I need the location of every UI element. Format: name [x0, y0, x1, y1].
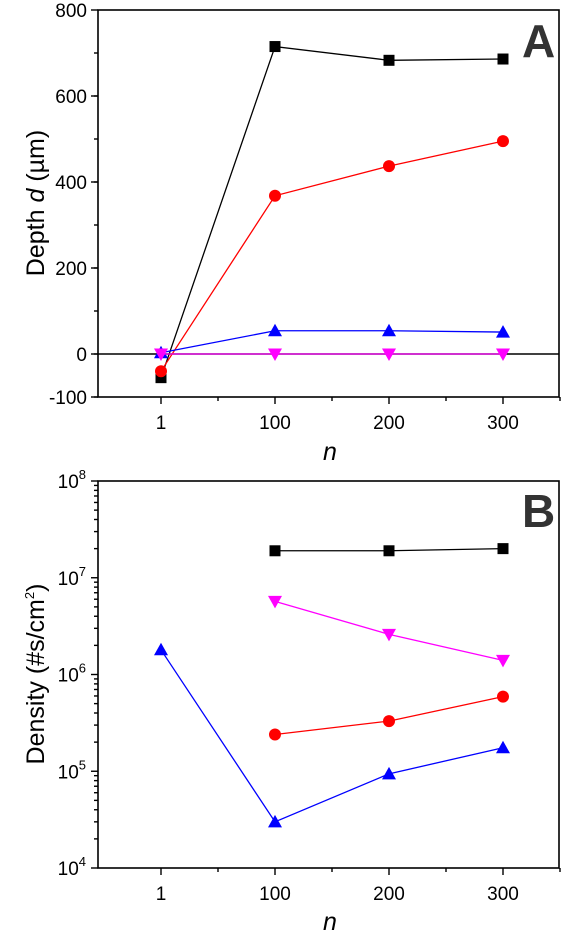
panel-b-frame	[97, 480, 560, 869]
panel-a-series-3-point	[496, 325, 510, 338]
panel-a-series-4-point	[268, 348, 282, 361]
panel-a-frame	[97, 9, 560, 398]
panel-b-y-tick-label: 107	[58, 564, 86, 590]
panel-a-x-tick-label: 300	[487, 413, 519, 434]
panel-a-series-3-point	[382, 323, 396, 337]
panel-b-series-3-point	[269, 728, 281, 741]
panel-b-x-title: n	[323, 908, 337, 934]
panel-a: -100 0 200 400 600 800 1 100 200 300 A n Depth d…	[22, 1, 561, 466]
panel-a-y-tick-label: 600	[55, 87, 87, 108]
panel-a-y-tick-label: 400	[55, 173, 87, 194]
panel-a-series-1-point	[383, 54, 395, 66]
panel-b-y-title-sup: 2	[22, 592, 37, 599]
panel-a-y-tick-label: 200	[55, 259, 87, 280]
panel-b-x-tick-label: 300	[487, 884, 519, 905]
panel-a-series-4-point	[154, 348, 168, 361]
panel-a-series-4-point	[382, 348, 396, 361]
panel-b-y-tick-label: 108	[58, 467, 86, 493]
panel-b-series-2-point	[268, 595, 282, 609]
panel-b-series	[154, 543, 510, 828]
panel-b-series-1-point	[497, 543, 509, 555]
panel-b-series-3-point	[383, 715, 395, 728]
panel-b-y-ticks: 104 105 106 107 108	[58, 467, 98, 880]
panel-a-series-3-line	[160, 330, 504, 354]
panel-a-y-title-part1: Depth	[22, 203, 50, 277]
panel-b-letter: B	[522, 485, 555, 537]
panel-a-series-2-line	[160, 140, 504, 372]
panel-b-y-tick-label: 104	[58, 854, 86, 880]
panel-a-y-title-part3: (µm)	[22, 130, 50, 189]
panel-a-series-2-point	[383, 160, 395, 173]
panel-a-series	[98, 41, 559, 384]
panel-b-series-4-point	[382, 766, 396, 780]
panel-a-series-3-point	[268, 323, 282, 337]
panel-b-x-tick-label: 1	[156, 884, 167, 905]
panel-a-letter: A	[522, 15, 555, 67]
panel-a-y-tick-label: 0	[76, 345, 87, 366]
panel-b-series-4-point	[154, 642, 168, 656]
panel-b-y-title: Density (#s/cm2)	[22, 584, 50, 765]
panel-b-series-4-line	[160, 649, 504, 823]
panel-b-series-2-point	[382, 628, 396, 642]
panel-b-series-4-point	[268, 814, 282, 828]
panel-b-x-ticks: 1 100 200 300	[156, 868, 561, 905]
panel-b-y-title-part3: )	[22, 584, 50, 592]
panel-a-series-2-point	[269, 189, 281, 202]
panel-a-series-1-point	[269, 41, 281, 53]
panel-a-x-tick-label: 200	[373, 413, 405, 434]
panel-a-y-title: Depth d (µm)	[22, 130, 50, 276]
panel-a-y-title-var: d	[22, 188, 50, 203]
panel-b-series-4-point	[496, 740, 510, 754]
panel-b: 104 105 106 107 108 1 100 200 300 B n Density (…	[22, 467, 561, 934]
panel-a-series-1-point	[497, 53, 509, 65]
panel-b-y-tick-label: 106	[58, 661, 86, 687]
panel-a-series-1-point	[155, 372, 167, 384]
panel-a-x-ticks: 1 100 200 300	[156, 397, 561, 434]
panel-b-series-1-point	[269, 545, 281, 557]
panel-b-series-3-point	[497, 690, 509, 703]
panel-a-y-tick-label: 800	[55, 1, 87, 22]
panel-a-series-1-line	[160, 45, 504, 378]
panel-a-series-2-point	[155, 365, 167, 378]
panel-b-x-tick-label: 100	[259, 884, 291, 905]
panel-a-x-tick-label: 1	[156, 413, 167, 434]
panel-a-series-2-point	[497, 135, 509, 148]
panel-a-y-ticks: -100 0 200 400 600 800	[49, 1, 98, 409]
panel-b-x-tick-label: 200	[373, 884, 405, 905]
panel-b-y-title-part1: Density (#s/cm	[22, 599, 50, 764]
panel-b-series-2-point	[496, 654, 510, 668]
panel-a-x-title: n	[323, 438, 337, 466]
panel-b-y-tick-label: 105	[58, 757, 86, 783]
panel-b-series-1-point	[383, 545, 395, 557]
panel-a-y-tick-label: -100	[49, 388, 87, 409]
panel-a-series-4-point	[496, 348, 510, 361]
panel-a-x-tick-label: 100	[259, 413, 291, 434]
